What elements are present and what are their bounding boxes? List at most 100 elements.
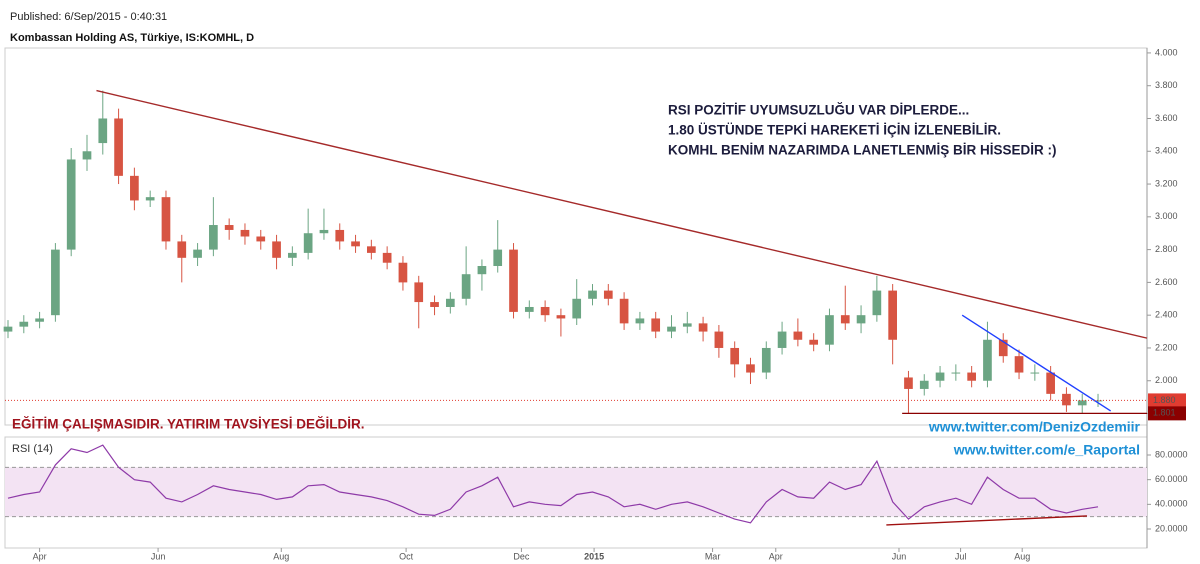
candle-body xyxy=(288,252,297,258)
candle-body xyxy=(935,372,945,381)
candle-body xyxy=(398,262,408,283)
x-tick-label: Oct xyxy=(399,551,414,561)
candle-body xyxy=(714,331,724,348)
candle-body xyxy=(145,197,155,201)
candle-body xyxy=(730,347,740,365)
candle-body xyxy=(793,331,803,340)
chart-title: Kombassan Holding AS, Türkiye, IS:KOMHL,… xyxy=(10,32,254,44)
candle-body xyxy=(493,249,503,267)
y-tick-label: 80.0000 xyxy=(1155,449,1188,459)
x-tick-label: Apr xyxy=(33,551,47,561)
candle-body xyxy=(335,229,345,242)
candle-body xyxy=(461,274,471,299)
candle-body xyxy=(872,290,882,316)
candle-body xyxy=(509,249,518,312)
x-tick-label: 2015 xyxy=(584,551,604,561)
annotation: RSI POZİTİF UYUMSUZLUĞU VAR DİPLERDE... xyxy=(668,103,969,118)
y-tick-label: 3.400 xyxy=(1155,146,1178,156)
annotation: 1.80 ÜSTÜNDE TEPKİ HAREKETİ İÇİN İZLENEB… xyxy=(668,123,1001,138)
candle-body xyxy=(1077,400,1087,406)
x-tick-label: Jul xyxy=(955,551,967,561)
candle-body xyxy=(114,118,123,176)
candle-body xyxy=(983,339,992,381)
x-tick-label: Mar xyxy=(705,551,721,561)
candle-body xyxy=(477,266,487,275)
x-tick-label: Dec xyxy=(513,551,530,561)
candle-body xyxy=(445,298,455,307)
candle-body xyxy=(556,315,566,319)
candle-body xyxy=(430,302,439,307)
candle-body xyxy=(366,246,376,253)
x-tick-label: Jun xyxy=(151,551,166,561)
candle-body xyxy=(319,229,329,234)
candle-body xyxy=(209,225,218,250)
candle-body xyxy=(66,159,76,250)
candle-body xyxy=(967,372,976,381)
candle-body xyxy=(256,236,266,242)
y-tick-label: 40.0000 xyxy=(1155,499,1188,509)
candle-body xyxy=(635,318,645,324)
candle-body xyxy=(193,249,202,258)
annotation: KOMHL BENİM NAZARIMDA LANETLENMİŞ BİR Hİ… xyxy=(668,143,1057,158)
candle-body xyxy=(746,364,755,373)
x-tick-label: Jun xyxy=(892,551,907,561)
support-box xyxy=(1148,406,1186,421)
trend-line xyxy=(96,89,1148,339)
candle-body xyxy=(161,197,171,242)
candle-body xyxy=(540,306,550,316)
rsi-line xyxy=(7,444,1099,524)
candle-body xyxy=(904,377,913,389)
trend-line xyxy=(886,515,1088,526)
y-tick-label: 4.000 xyxy=(1155,47,1178,57)
y-tick-label: 20.0000 xyxy=(1155,523,1188,533)
candle-body xyxy=(224,225,234,230)
last-price-box xyxy=(1148,393,1186,408)
candle-body xyxy=(35,318,44,322)
y-tick-label: 2.600 xyxy=(1155,277,1178,287)
y-tick-label: 2.800 xyxy=(1155,244,1178,254)
candle-body xyxy=(777,331,787,348)
disclaimer: EĞİTİM ÇALIŞMASIDIR. YATIRIM TAVSİYESİ D… xyxy=(12,417,365,432)
candle-body xyxy=(856,315,866,324)
candle-body xyxy=(840,315,850,324)
candle-body xyxy=(272,241,281,258)
candle-body xyxy=(951,372,961,374)
y-tick-label: 3.800 xyxy=(1155,80,1178,90)
candle-body xyxy=(667,326,676,332)
x-tick-label: Apr xyxy=(769,551,783,561)
rsi-band xyxy=(5,467,1147,517)
candle-body xyxy=(919,380,929,389)
candle-body xyxy=(19,321,29,327)
x-tick-label: Aug xyxy=(273,551,289,561)
candle-body xyxy=(3,326,13,332)
candle-body xyxy=(51,249,60,316)
candle-body xyxy=(682,323,692,327)
link[interactable]: www.twitter.com/DenizOzdemiir xyxy=(928,419,1141,435)
y-tick-label: 2.200 xyxy=(1155,342,1178,352)
candle-body xyxy=(698,323,708,332)
y-tick-label: 3.000 xyxy=(1155,211,1178,221)
y-tick-label: 3.600 xyxy=(1155,113,1178,123)
candle-body xyxy=(1030,372,1040,374)
candle-body xyxy=(588,290,597,299)
support-label: 1.801 xyxy=(1153,408,1176,418)
published: Published: 6/Sep/2015 - 0:40:31 xyxy=(10,11,167,23)
candle-body xyxy=(619,298,629,324)
link[interactable]: www.twitter.com/e_Raportal xyxy=(953,442,1140,458)
last-price-label: 1.880 xyxy=(1153,395,1176,405)
candle-body xyxy=(351,241,360,247)
candle-body xyxy=(177,241,187,258)
trend-line xyxy=(961,314,1112,412)
candle-body xyxy=(998,339,1008,357)
candle-body xyxy=(651,318,661,332)
candle-body xyxy=(98,118,108,144)
candle-body xyxy=(82,151,92,160)
candle-body xyxy=(572,298,582,319)
candle-body xyxy=(414,282,424,303)
candle-body xyxy=(825,315,834,345)
candle-body xyxy=(382,252,392,263)
candle-body xyxy=(603,290,613,299)
candle-body xyxy=(809,339,819,345)
x-tick-label: Aug xyxy=(1014,551,1030,561)
